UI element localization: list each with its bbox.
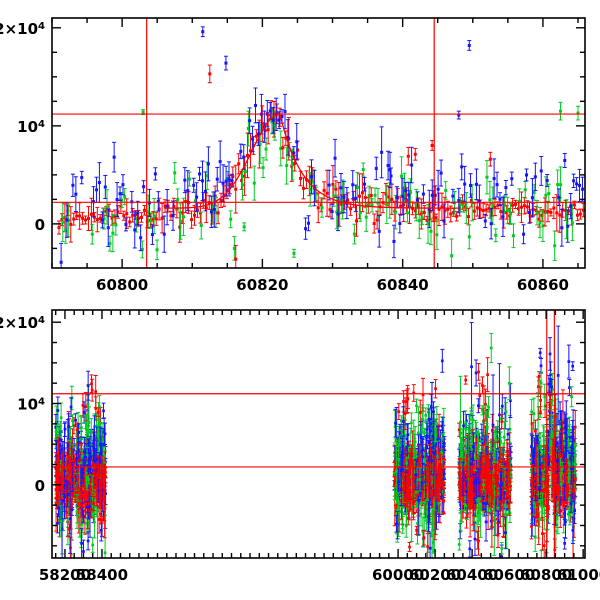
x-tick-label: 60860	[517, 276, 569, 294]
x-tick-label: 60840	[377, 276, 429, 294]
x-tick-label: 60600	[483, 566, 535, 584]
top-panel-x-tick-labels: 60800 60820 60840 60860	[96, 276, 569, 294]
y-tick-label: 0	[35, 216, 45, 234]
x-tick-label: 60000	[372, 566, 424, 584]
x-tick-label: 60820	[236, 276, 288, 294]
y-tick-label: 0	[35, 477, 45, 495]
x-tick-label: 60800	[96, 276, 148, 294]
bottom-panel-data-points	[53, 321, 578, 559]
top-panel-reference-lines	[52, 18, 585, 268]
top-panel: 60800 60820 60840 60860 0 104 2×104	[0, 17, 586, 294]
bottom-panel-axes-frame	[51, 309, 586, 559]
top-panel-axes-frame	[51, 17, 586, 269]
bottom-panel-y-tick-labels: 0 104 2×104	[0, 314, 45, 495]
x-tick-label: 58200	[39, 566, 91, 584]
x-tick-label: 60200	[409, 566, 461, 584]
y-tick-label: 2×104	[0, 20, 45, 38]
x-tick-label: 60400	[446, 566, 498, 584]
y-tick-label: 104	[17, 396, 45, 414]
y-tick-label: 104	[17, 118, 45, 136]
top-panel-y-tick-labels: 0 104 2×104	[0, 20, 45, 234]
y-tick-label: 2×104	[0, 314, 45, 332]
x-tick-label: 60800	[520, 566, 572, 584]
x-tick-label: 58400	[76, 566, 128, 584]
bottom-panel-reference-lines	[52, 310, 585, 558]
